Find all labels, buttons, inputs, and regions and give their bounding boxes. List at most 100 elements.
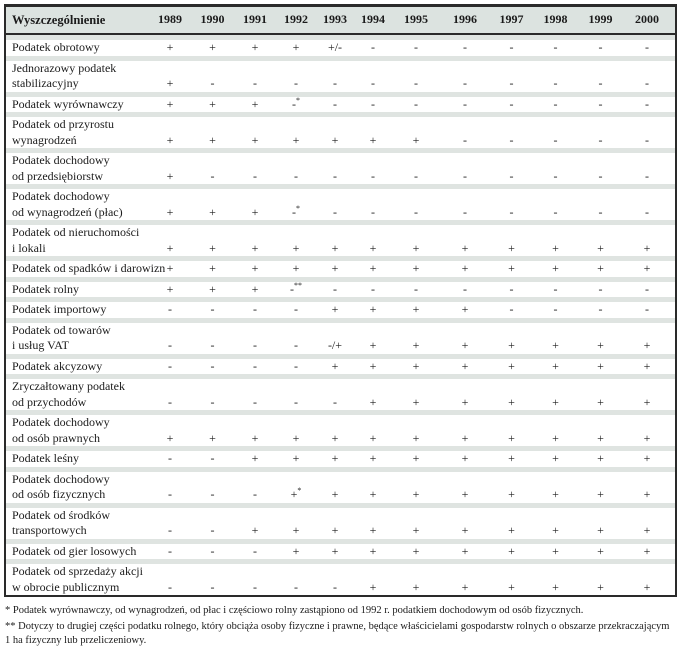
value-cell: + [461,240,469,255]
value-cell: - [645,96,649,111]
value-cell: - [168,451,172,465]
value-cell: + [508,240,515,255]
value-cell: + [508,338,515,352]
row-values: - - - + + + + + + + + + [149,544,675,560]
value-cell: - [210,168,215,183]
value-cell: - [253,487,257,501]
row-values: + + + -* - - - - - - - - [149,204,675,221]
value-cell: + [369,358,377,373]
row-label: Jednorazowy podatek stabilizacyjny [12,60,117,91]
value-cell: + [597,487,604,501]
value-cell: + [643,394,651,409]
value-cell: - [294,358,298,373]
row-values: - - - +* + + + + + + + + [149,487,675,503]
table-row: Podatek od towarów i usług VAT - - - - -/+ + + + +… [6,317,675,354]
value-cell: + [412,579,420,594]
table-row: Podatek dochodowy od wynagrodzeń (płac) + +… [6,184,675,220]
value-cell: - [294,168,298,183]
footnotes: * Podatek wyrównawczy, od wynagrodzeń, o… [5,604,675,649]
value-cell: + [251,240,259,255]
value-cell: - [210,76,215,90]
row-values: - - - - -/+ + + + + + + + [149,338,675,354]
value-cell: + [209,430,216,445]
value-cell: + [461,338,469,352]
table-row: Podatek wyrównawczy + + + -* - - - - - - - - [6,91,675,112]
value-cell: + [597,240,604,255]
value-cell: + [461,394,469,409]
value-cell: - [598,132,603,147]
value-cell: + [369,338,377,352]
value-cell: - [645,40,649,54]
value-cell: + [251,96,259,111]
value-cell: + [461,579,469,594]
value-cell: - [333,76,337,90]
value-cell: + [369,487,377,501]
value-cell: + [597,430,604,445]
value-cell: + [251,40,259,54]
value-cell: + [209,40,216,54]
value-cell: + [331,487,339,501]
value-cell: + [369,394,377,409]
value-cell: + [461,487,469,501]
value-cell: + [552,543,559,558]
value-cell: - [598,96,603,111]
value-cell: + [552,523,559,537]
value-cell: + [166,204,174,219]
value-cell: + [597,338,604,352]
value-cell: - [294,338,298,352]
value-cell: - [645,76,649,90]
value-cell: + [331,132,339,147]
value-cell: + [643,451,651,465]
value-cell: - [463,168,467,183]
row-values: - - + + + + + + + + + + [149,451,675,467]
value-cell: - [253,302,257,316]
row-values: + + + + + + + + + + + + [149,241,675,257]
value-cell: - [253,543,257,558]
row-label: Podatek od nieruchomości i lokali [12,225,140,255]
table-row: Podatek leśny - - + + + + + + + + + + [6,446,675,467]
value-cell: + [251,204,259,219]
value-cell: - [210,543,215,558]
value-cell: + [508,261,515,275]
value-cell: + [461,451,469,465]
value-cell: + [331,451,339,465]
value-cell: + [643,430,651,445]
value-cell: + [643,338,651,352]
row-label: Podatek dochodowy od wynagrodzeń (płac) [12,189,123,219]
value-cell: + [369,543,377,558]
value-cell: + [412,302,420,316]
value-cell: + [508,523,515,537]
value-cell: + [461,523,469,537]
value-cell: + [508,394,515,409]
value-cell: - [463,96,467,111]
year-header: 2000 [635,12,659,27]
value-cell: + [251,261,259,275]
row-label: Podatek od środków transportowych [12,507,110,538]
value-cell: + [461,261,469,275]
value-cell: - [553,204,558,219]
value-cell: - [371,204,375,219]
value-cell: - [553,40,558,54]
value-cell: + [292,543,300,558]
value-cell: + [369,579,377,594]
year-header: 1993 [323,12,347,27]
table-header: Wyszczególnienie 1989 1990 1991 1992 1993 199… [6,7,675,35]
year-header: 1997 [499,12,524,27]
row-values: - - - - + + + + - - - - [149,302,675,318]
value-cell: + [209,240,216,255]
value-cell: - [553,132,558,147]
table-row: Jednorazowy podatek stabilizacyjny + - - - - - -… [6,55,675,92]
value-cell: + [331,302,339,316]
value-cell: - [333,281,337,296]
value-cell: - [168,487,172,501]
value-cell: - [553,281,558,296]
value-cell: + [643,240,651,255]
value-cell: - [333,579,337,594]
value-cell: + [209,281,216,296]
value-cell: - [414,96,418,111]
row-label: Podatek obrotowy [12,40,100,54]
value-cell: + [508,579,515,594]
value-cell: + [412,523,420,537]
value-cell: - [645,132,649,147]
value-cell: - [294,76,298,90]
